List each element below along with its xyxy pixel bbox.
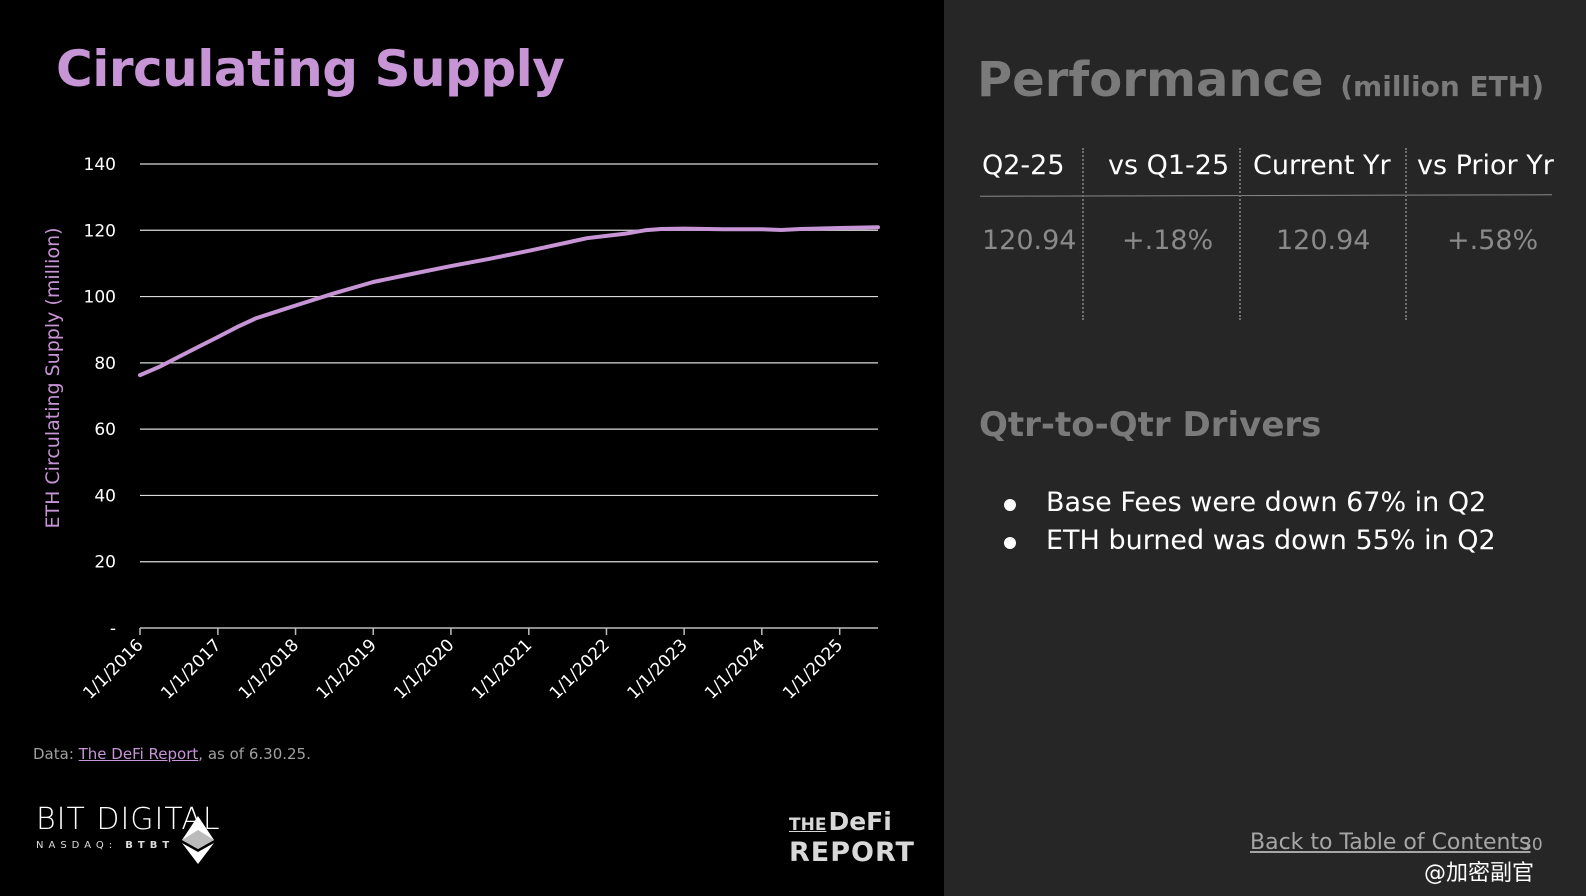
x-tick-label: 1/1/2023: [624, 635, 692, 703]
chart-title: Circulating Supply: [56, 40, 565, 98]
ethereum-icon: [182, 816, 214, 864]
defi-logo-the: THE: [789, 815, 827, 835]
table-header-divider: [979, 194, 1553, 197]
y-tick-label: 20: [94, 553, 116, 573]
performance-panel: [944, 0, 1586, 896]
performance-title: Performance (million ETH): [977, 52, 1544, 108]
y-tick-label: 140: [84, 155, 116, 175]
x-tick-label: 1/1/2024: [701, 635, 769, 703]
page-number: 30: [1521, 835, 1543, 855]
y-tick-label: 40: [94, 486, 116, 506]
y-tick-label: 60: [94, 420, 116, 440]
bit-digital-ticker: NASDAQ: BTBT: [36, 840, 221, 851]
table-value-current-yr: 120.94: [1276, 225, 1371, 256]
x-tick-label: 1/1/2018: [235, 635, 303, 703]
source-prefix: Data:: [33, 745, 79, 763]
chart-panel: Circulating Supply - 20 40 60 80 100 120 140 1/1…: [33, 40, 915, 866]
x-tick-label: 1/1/2017: [157, 635, 225, 703]
performance-table: Q2-25 vs Q1-25 Current Yr vs Prior Yr 12…: [979, 145, 1554, 320]
driver-item: Base Fees were down 67% in Q2: [1004, 484, 1496, 522]
table-value-vs-prior-yr: +.58%: [1447, 225, 1539, 256]
table-header-vs-prior-yr: vs Prior Yr: [1417, 150, 1554, 181]
table-value-q2-25: 120.94: [982, 225, 1077, 256]
x-tick-label: 1/1/2019: [313, 635, 381, 703]
y-tick-label: -: [110, 619, 116, 639]
table-column-divider: [1239, 148, 1241, 320]
source-link[interactable]: The DeFi Report: [78, 745, 199, 763]
defi-report-logo: THEDeFi REPORT: [789, 808, 915, 866]
drivers-list: Base Fees were down 67% in Q2 ETH burned…: [1004, 484, 1496, 560]
table-column-divider: [1405, 148, 1407, 320]
x-tick-label: 1/1/2021: [468, 635, 536, 703]
performance-heading: Performance: [977, 52, 1324, 108]
x-tick-label: 1/1/2022: [546, 635, 614, 703]
nasdaq-label: NASDAQ:: [36, 840, 126, 851]
performance-unit: (million ETH): [1340, 70, 1544, 103]
table-header-q2-25: Q2-25: [982, 150, 1065, 181]
y-tick-label: 100: [84, 288, 116, 308]
drivers-title: Qtr-to-Qtr Drivers: [979, 405, 1322, 445]
x-tick-label: 1/1/2016: [79, 635, 147, 703]
y-tick-label: 80: [94, 354, 116, 374]
defi-logo-defi: DeFi: [828, 807, 892, 836]
x-tick-label: 1/1/2020: [390, 635, 458, 703]
defi-logo-report: REPORT: [789, 837, 915, 868]
driver-item: ETH burned was down 55% in Q2: [1004, 522, 1496, 560]
data-source-note: Data: The DeFi Report, as of 6.30.25.: [33, 745, 311, 763]
table-column-divider: [1082, 148, 1084, 320]
x-tick-label: 1/1/2025: [779, 635, 847, 703]
watermark: @加密副官: [1424, 861, 1535, 886]
table-value-vs-q1-25: +.18%: [1122, 225, 1214, 256]
supply-series-line: [138, 225, 880, 378]
back-to-contents-link[interactable]: Back to Table of Contents: [1250, 830, 1531, 855]
table-header-current-yr: Current Yr: [1253, 150, 1391, 181]
ticker-symbol: BTBT: [125, 840, 175, 851]
source-suffix: , as of 6.30.25.: [198, 745, 311, 763]
table-header-vs-q1-25: vs Q1-25: [1108, 150, 1230, 181]
y-axis-label: ETH Circulating Supply (million): [42, 227, 64, 528]
y-tick-label: 120: [84, 221, 116, 241]
